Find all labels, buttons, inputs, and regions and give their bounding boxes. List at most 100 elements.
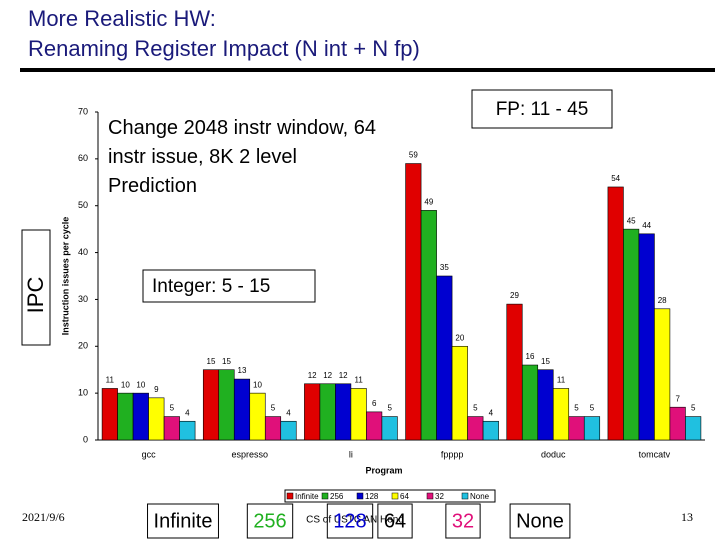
bar: [117, 392, 134, 441]
value-label: 15: [541, 357, 550, 366]
bar: [148, 397, 165, 441]
legend-big-label: None: [516, 510, 564, 532]
legend-swatch: [391, 492, 399, 500]
value-label: 4: [185, 408, 190, 417]
value-label: 5: [170, 404, 175, 413]
integer-box: [142, 269, 316, 303]
bar: [451, 345, 468, 441]
date: 2021/9/6: [22, 510, 65, 524]
bar: [350, 388, 367, 441]
x-tick-label: doduc: [541, 449, 566, 459]
value-label: 11: [355, 376, 364, 385]
x-tick-label: tomcatv: [639, 449, 671, 459]
legend-big-label: Infinite: [154, 510, 213, 532]
legend-big-label: 256: [253, 510, 286, 532]
x-tick-label: gcc: [142, 449, 157, 459]
legend-label: 128: [365, 492, 379, 501]
value-label: 20: [455, 333, 464, 342]
bar: [669, 406, 686, 441]
bar: [607, 186, 624, 441]
ipc-label: IPC: [23, 277, 48, 314]
bar: [506, 303, 523, 441]
legend-label: Infinite: [295, 492, 319, 501]
bar: [623, 228, 640, 441]
y-tick-label: 0: [83, 434, 88, 444]
fp-note: FP: 11 - 45: [496, 99, 589, 120]
value-label: 49: [424, 198, 433, 207]
value-label: 6: [372, 399, 377, 408]
bar: [319, 383, 336, 441]
x-tick-label: fpppp: [441, 449, 464, 459]
value-label: 10: [121, 380, 130, 389]
integer-note: Integer: 5 - 15: [152, 276, 270, 297]
value-label: 45: [627, 216, 636, 225]
y-tick-label: 30: [78, 294, 88, 304]
value-label: 59: [409, 151, 418, 160]
bar: [685, 416, 702, 441]
value-label: 13: [238, 366, 247, 375]
bar: [366, 411, 383, 441]
bar: [583, 416, 601, 441]
y-tick-label: 40: [78, 247, 88, 257]
bar: [202, 369, 220, 441]
legend-big-box: [246, 503, 294, 539]
value-label: 5: [691, 404, 696, 413]
bar: [179, 420, 196, 441]
y-tick-label: 10: [78, 388, 88, 398]
legend-big-box: [377, 503, 413, 539]
value-label: 7: [675, 394, 680, 403]
legend-big-label: 64: [384, 510, 406, 532]
value-label: 5: [387, 404, 392, 413]
title-rule: [20, 68, 715, 72]
bar: [101, 388, 118, 441]
y-tick-label: 50: [78, 200, 88, 210]
x-tick-label: li: [349, 449, 353, 459]
value-label: 4: [489, 408, 494, 417]
y-tick-label: 60: [78, 153, 88, 163]
value-label: 11: [106, 376, 115, 385]
value-label: 12: [308, 371, 317, 380]
value-label: 5: [271, 404, 276, 413]
bar: [381, 416, 398, 441]
value-label: 28: [658, 296, 667, 305]
bar: [218, 369, 235, 441]
value-label: 11: [557, 376, 566, 385]
legend-label: 32: [435, 492, 444, 501]
bar: [405, 163, 422, 441]
bar: [654, 308, 671, 441]
legend-swatch: [321, 492, 329, 500]
value-label: 35: [440, 263, 449, 272]
legend-big-box: [445, 503, 481, 539]
title-line: Renaming Register Impact (N int + N fp): [28, 36, 420, 61]
legend-swatch: [426, 492, 434, 500]
legend-label: 256: [330, 492, 344, 501]
value-label: 44: [642, 221, 651, 230]
x-tick-label: espresso: [231, 449, 268, 459]
legend-big-box: [326, 503, 374, 539]
bar: [482, 420, 499, 441]
page-number: 13: [681, 510, 693, 524]
legend-big-label: 32: [452, 510, 474, 532]
value-label: 5: [473, 404, 478, 413]
bar: [280, 420, 297, 441]
source: CS of USTC AN Hong: [306, 515, 404, 526]
y-tick-label: 70: [78, 106, 88, 116]
y-axis-label: Instruction issues per cycle: [60, 217, 70, 336]
x-axis-label: Program: [365, 465, 402, 475]
value-label: 15: [222, 357, 231, 366]
legend-swatch: [356, 492, 364, 500]
value-label: 29: [510, 291, 519, 300]
bar: [568, 416, 585, 441]
legend-swatch: [286, 492, 294, 500]
bar: [638, 233, 655, 441]
bar: [467, 416, 484, 441]
bar: [264, 416, 282, 441]
legend-big-label: 128: [333, 510, 366, 532]
change-note: Change 2048 instr window, 64 instr issue…: [108, 117, 376, 197]
bar: [552, 388, 570, 441]
bar: [537, 369, 554, 441]
value-label: 15: [207, 357, 216, 366]
title-line: More Realistic HW:: [28, 6, 216, 31]
bar: [249, 392, 266, 441]
change-note-box: Change 2048 instr window, 64 instr issue…: [108, 117, 376, 197]
